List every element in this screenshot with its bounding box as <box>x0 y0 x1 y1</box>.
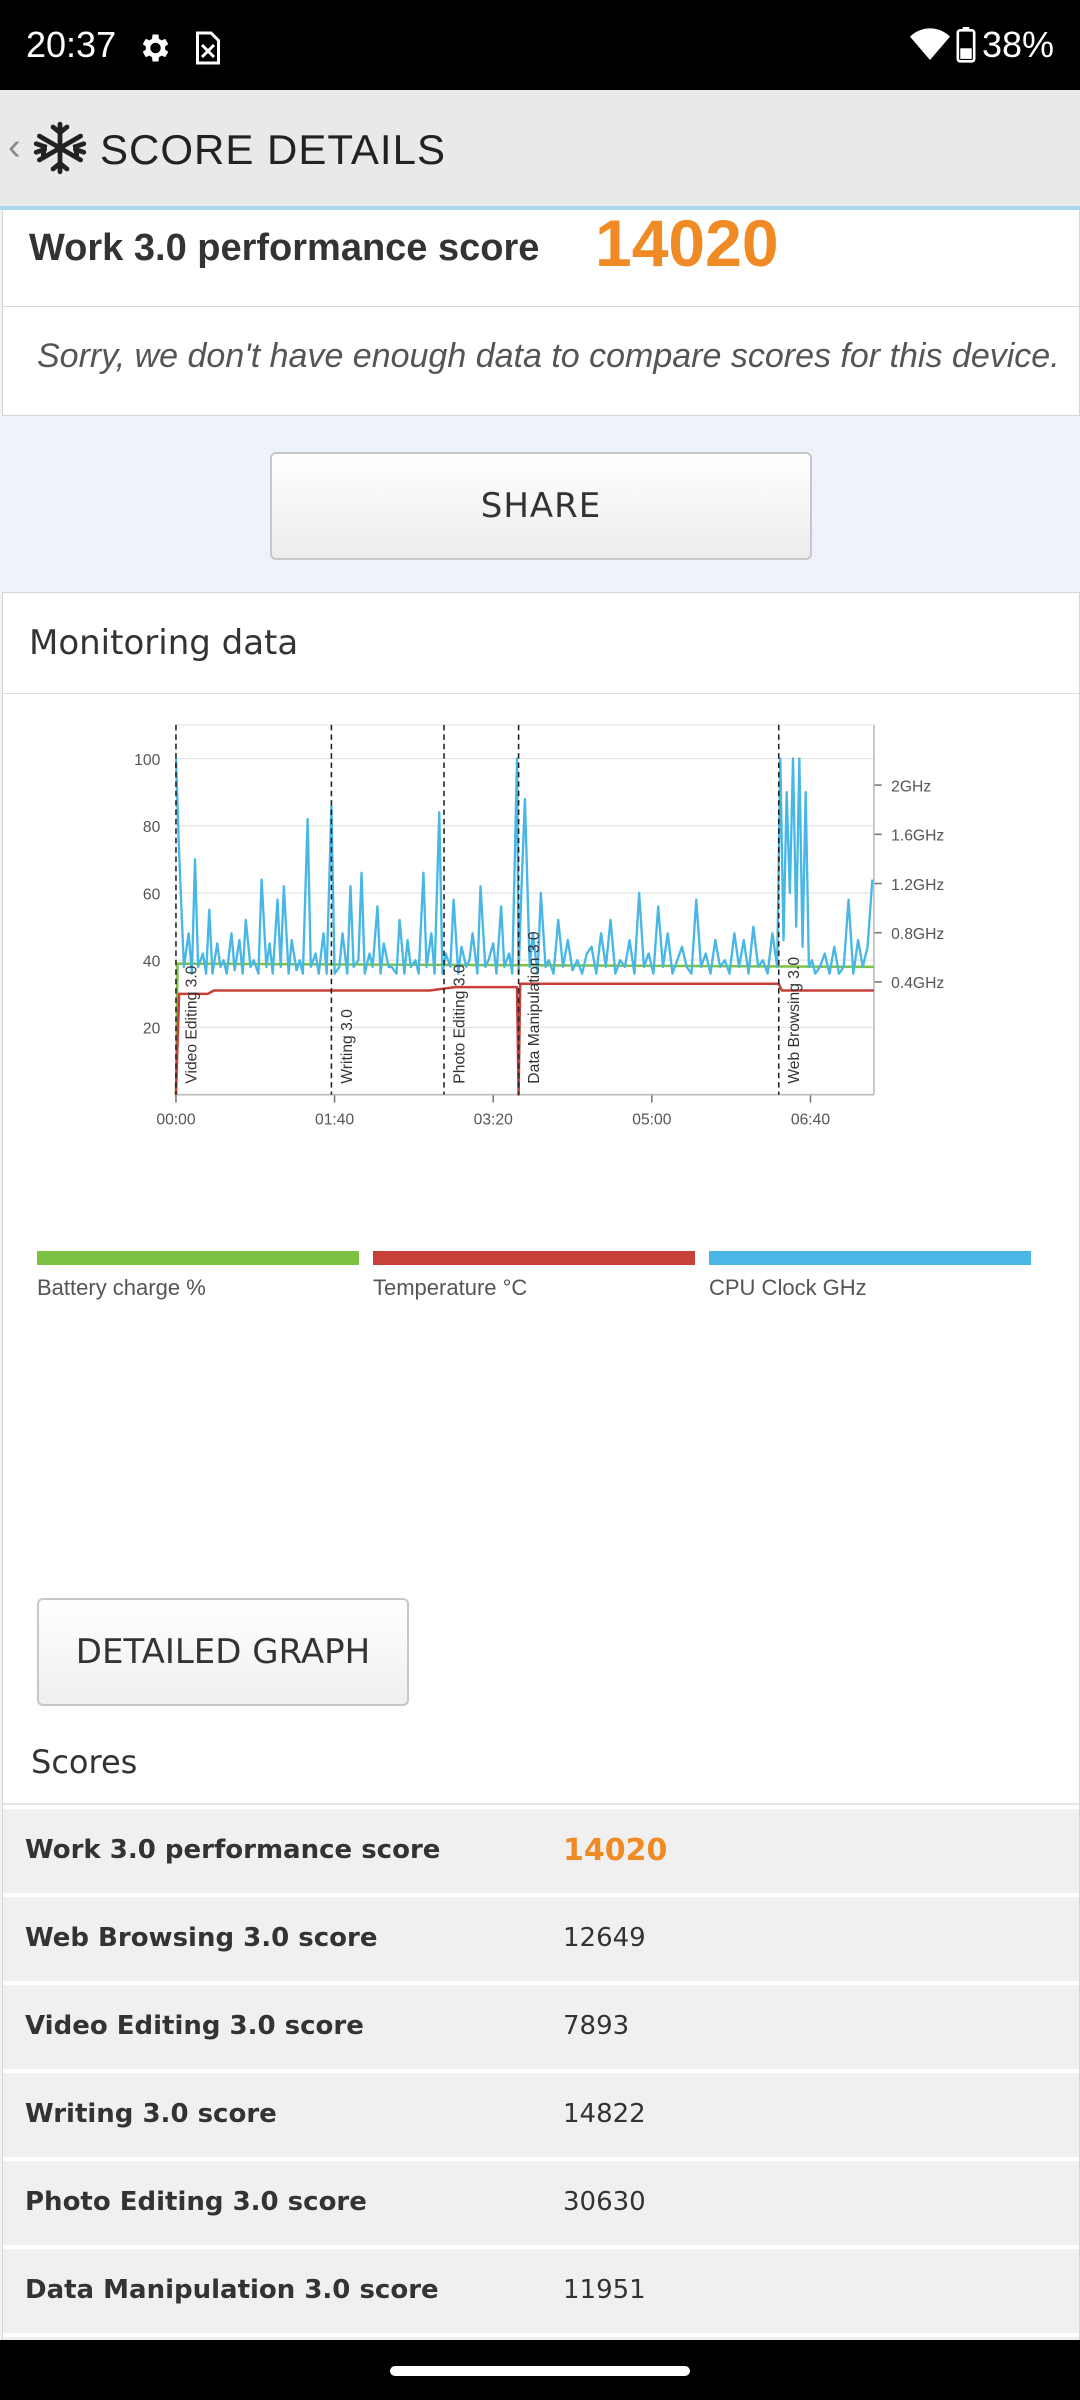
right-tick-label: 1.6GHz <box>891 828 944 845</box>
phase-marker-label: Video Editing 3.0 <box>183 965 200 1083</box>
content-area[interactable]: Work 3.0 performance score 14020 Sorry, … <box>0 210 1080 2340</box>
detailed-graph-button[interactable]: DETAILED GRAPH <box>37 1598 409 1706</box>
status-bar: 20:37 38% <box>0 0 1080 90</box>
right-tick-label: 0.8GHz <box>891 926 944 943</box>
right-tick-label: 0.4GHz <box>891 975 944 992</box>
battery-icon <box>956 27 976 63</box>
table-row: Work 3.0 performance score 14020 <box>3 1809 1079 1893</box>
phase-marker-label: Writing 3.0 <box>339 1009 356 1084</box>
scores-table: Work 3.0 performance score 14020 Web Brows… <box>3 1809 1079 2340</box>
left-tick-label: 80 <box>143 819 161 836</box>
phase-marker-label: Web Browsing 3.0 <box>786 957 803 1084</box>
compare-note: Sorry, we don't have enough data to comp… <box>37 337 1060 375</box>
x-tick-label: 05:00 <box>632 1111 671 1128</box>
left-tick-label: 40 <box>143 953 161 970</box>
legend-battery-label: Battery charge % <box>37 1275 206 1300</box>
page-title: SCORE DETAILS <box>100 126 446 173</box>
x-tick-label: 01:40 <box>315 1111 354 1128</box>
chart-plot-area <box>175 724 875 1096</box>
status-time: 20:37 <box>26 24 117 65</box>
row-value: 30630 <box>563 2187 646 2217</box>
battery-percent: 38% <box>981 24 1054 65</box>
score-header-value: 14020 <box>595 210 779 280</box>
scores-title: Scores <box>31 1743 138 1781</box>
legend-temperature-swatch <box>373 1251 695 1265</box>
row-value: 12649 <box>563 1923 646 1953</box>
score-header-label: Work 3.0 performance score <box>29 227 540 269</box>
row-value: 11951 <box>563 2275 646 2305</box>
wifi-icon <box>909 28 950 60</box>
phase-marker-label: Data Manipulation 3.0 <box>526 931 543 1084</box>
back-chevron-icon[interactable]: ‹ <box>8 126 21 168</box>
app-bar: ‹ SCORE DETAILS <box>0 90 1080 210</box>
divider <box>3 693 1079 694</box>
row-label: Data Manipulation 3.0 score <box>25 2275 439 2305</box>
row-label: Photo Editing 3.0 score <box>25 2187 367 2217</box>
phase-marker-label: Photo Editing 3.0 <box>451 964 468 1084</box>
table-row: OS Version11 <box>3 2337 1079 2340</box>
x-tick-label: 00:00 <box>156 1111 195 1128</box>
left-tick-label: 60 <box>143 886 161 903</box>
left-tick-label: 100 <box>134 752 160 769</box>
temperature-series-line <box>174 982 874 1096</box>
row-value: 14822 <box>563 2099 646 2129</box>
x-tick-label: 06:40 <box>791 1111 830 1128</box>
legend-cpu-swatch <box>709 1251 1031 1265</box>
row-label: Video Editing 3.0 score <box>25 2011 364 2041</box>
navigation-bar <box>0 2340 1080 2400</box>
no-sim-icon <box>196 31 220 65</box>
row-label: Web Browsing 3.0 score <box>25 1923 378 1953</box>
share-button[interactable]: SHARE <box>270 452 812 560</box>
table-row: Video Editing 3.0 score 7893 <box>3 1985 1079 2069</box>
right-tick-label: 2GHz <box>891 778 931 795</box>
status-right: 38% <box>909 24 1054 66</box>
table-row: Writing 3.0 score 14822 <box>3 2073 1079 2157</box>
monitoring-card: Monitoring data 20 40 60 80 100 0.4GHz 0.8GHz 1… <box>2 592 1080 2340</box>
monitoring-chart[interactable]: 20 40 60 80 100 0.4GHz 0.8GHz 1.2GHz 1.6GHz 2GHz 0… <box>3 703 1079 1173</box>
divider <box>3 1803 1079 1805</box>
legend-cpu: CPU Clock GHz <box>709 1251 1031 1311</box>
table-row: Web Browsing 3.0 score 12649 <box>3 1897 1079 1981</box>
snowflake-logo-icon[interactable] <box>32 120 88 176</box>
compare-note-card: Sorry, we don't have enough data to comp… <box>2 306 1080 416</box>
table-row: Data Manipulation 3.0 score 11951 <box>3 2249 1079 2333</box>
legend-battery-swatch <box>37 1251 359 1265</box>
row-value: 7893 <box>563 2011 630 2041</box>
left-tick-label: 20 <box>143 1021 161 1038</box>
settings-gear-icon <box>142 34 169 62</box>
x-tick-label: 03:20 <box>474 1111 513 1128</box>
row-label: Writing 3.0 score <box>25 2099 277 2129</box>
row-label: Work 3.0 performance score <box>25 1835 441 1865</box>
legend-battery: Battery charge % <box>37 1251 359 1311</box>
table-row: Photo Editing 3.0 score 30630 <box>3 2161 1079 2245</box>
home-gesture-handle[interactable] <box>390 2366 690 2376</box>
right-tick-label: 1.2GHz <box>891 877 944 894</box>
cpu-clock-series-line <box>174 757 874 975</box>
legend-cpu-label: CPU Clock GHz <box>709 1275 867 1300</box>
legend-temperature-label: Temperature °C <box>373 1275 528 1300</box>
monitoring-title: Monitoring data <box>29 623 299 663</box>
row-value: 14020 <box>563 1833 668 1868</box>
legend-temperature: Temperature °C <box>373 1251 695 1311</box>
score-header-card: Work 3.0 performance score 14020 <box>2 210 1080 322</box>
